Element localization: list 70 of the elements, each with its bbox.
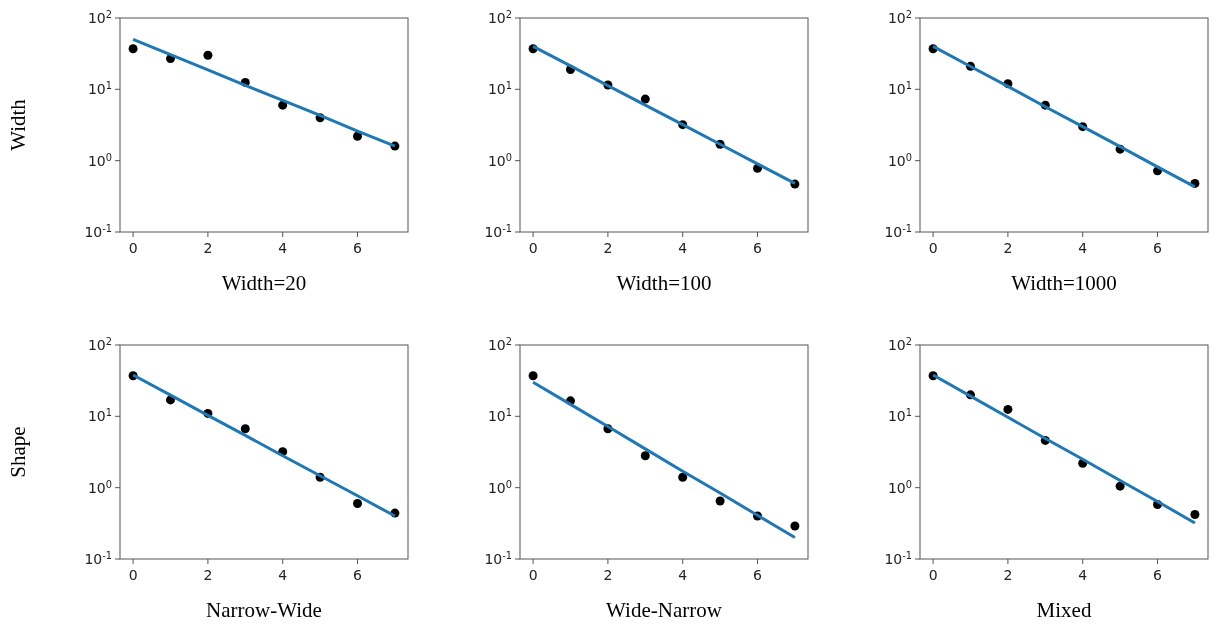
x-tick-label: 6 <box>353 240 363 256</box>
x-tick-label: 0 <box>928 567 938 583</box>
x-tick-label: 0 <box>128 567 138 583</box>
x-tick-label: 2 <box>203 567 213 583</box>
x-axis-title: Narrow-Wide <box>206 598 322 622</box>
y-tick-label: 10$^{0}$ <box>87 478 112 496</box>
x-tick-label: 6 <box>1153 567 1163 583</box>
point <box>203 50 213 60</box>
x-tick-label: 4 <box>1078 567 1088 583</box>
y-tick-label: 10$^{-1}$ <box>484 549 512 567</box>
x-tick-label: 6 <box>753 567 763 583</box>
y-tick-label: 10$^{2}$ <box>487 8 512 26</box>
y-tick-label: 10$^{0}$ <box>487 478 512 496</box>
x-tick-label: 2 <box>1003 567 1013 583</box>
y-tick-label: 10$^{0}$ <box>87 151 112 169</box>
y-tick-label: 10$^{2}$ <box>487 335 512 353</box>
x-tick-label: 4 <box>678 240 688 256</box>
y-axis-title: Width <box>6 98 30 151</box>
y-tick-label: 10$^{1}$ <box>887 79 912 98</box>
point <box>678 472 688 482</box>
y-tick-label: 10$^{2}$ <box>87 8 112 26</box>
point <box>1003 404 1013 414</box>
y-tick-label: 10$^{1}$ <box>887 406 912 425</box>
x-tick-label: 6 <box>1153 240 1163 256</box>
x-axis-title: Width=100 <box>616 271 712 295</box>
x-tick-label: 4 <box>678 567 688 583</box>
point <box>353 131 363 141</box>
x-axis-title: Width=20 <box>221 271 307 295</box>
x-tick-label: 2 <box>1003 240 1013 256</box>
y-tick-label: 10$^{-1}$ <box>84 549 112 567</box>
x-tick-label: 4 <box>278 567 288 583</box>
y-tick-label: 10$^{0}$ <box>887 151 912 169</box>
x-tick-label: 4 <box>278 240 288 256</box>
x-tick-label: 6 <box>353 567 363 583</box>
point <box>1115 481 1125 491</box>
point <box>640 451 650 461</box>
y-tick-label: 10$^{-1}$ <box>484 222 512 240</box>
y-tick-label: 10$^{0}$ <box>887 478 912 496</box>
point <box>240 424 250 434</box>
y-tick-label: 10$^{0}$ <box>487 151 512 169</box>
point <box>640 94 650 104</box>
y-tick-label: 10$^{1}$ <box>487 79 512 98</box>
y-tick-label: 10$^{1}$ <box>87 406 112 425</box>
x-tick-label: 6 <box>753 240 763 256</box>
y-tick-label: 10$^{-1}$ <box>884 222 912 240</box>
x-tick-label: 0 <box>928 240 938 256</box>
x-tick-label: 2 <box>203 240 213 256</box>
y-tick-label: 10$^{2}$ <box>887 8 912 26</box>
point <box>715 496 725 506</box>
point <box>790 521 800 531</box>
y-tick-label: 10$^{2}$ <box>887 335 912 353</box>
x-axis-title: Wide-Narrow <box>606 598 723 622</box>
y-tick-label: 10$^{-1}$ <box>884 549 912 567</box>
y-tick-label: 10$^{1}$ <box>87 79 112 98</box>
x-tick-label: 2 <box>603 567 613 583</box>
x-tick-label: 0 <box>528 567 538 583</box>
x-tick-label: 4 <box>1078 240 1088 256</box>
point <box>528 371 538 381</box>
x-axis-title: Mixed <box>1036 598 1092 622</box>
y-axis-title: Shape <box>6 426 30 478</box>
y-tick-label: 10$^{2}$ <box>87 335 112 353</box>
point <box>353 498 363 508</box>
x-tick-label: 0 <box>528 240 538 256</box>
point <box>1190 510 1200 520</box>
x-axis-title: Width=1000 <box>1011 271 1117 295</box>
point <box>128 44 138 54</box>
x-tick-label: 2 <box>603 240 613 256</box>
x-tick-label: 0 <box>128 240 138 256</box>
y-tick-label: 10$^{-1}$ <box>84 222 112 240</box>
y-tick-label: 10$^{1}$ <box>487 406 512 425</box>
